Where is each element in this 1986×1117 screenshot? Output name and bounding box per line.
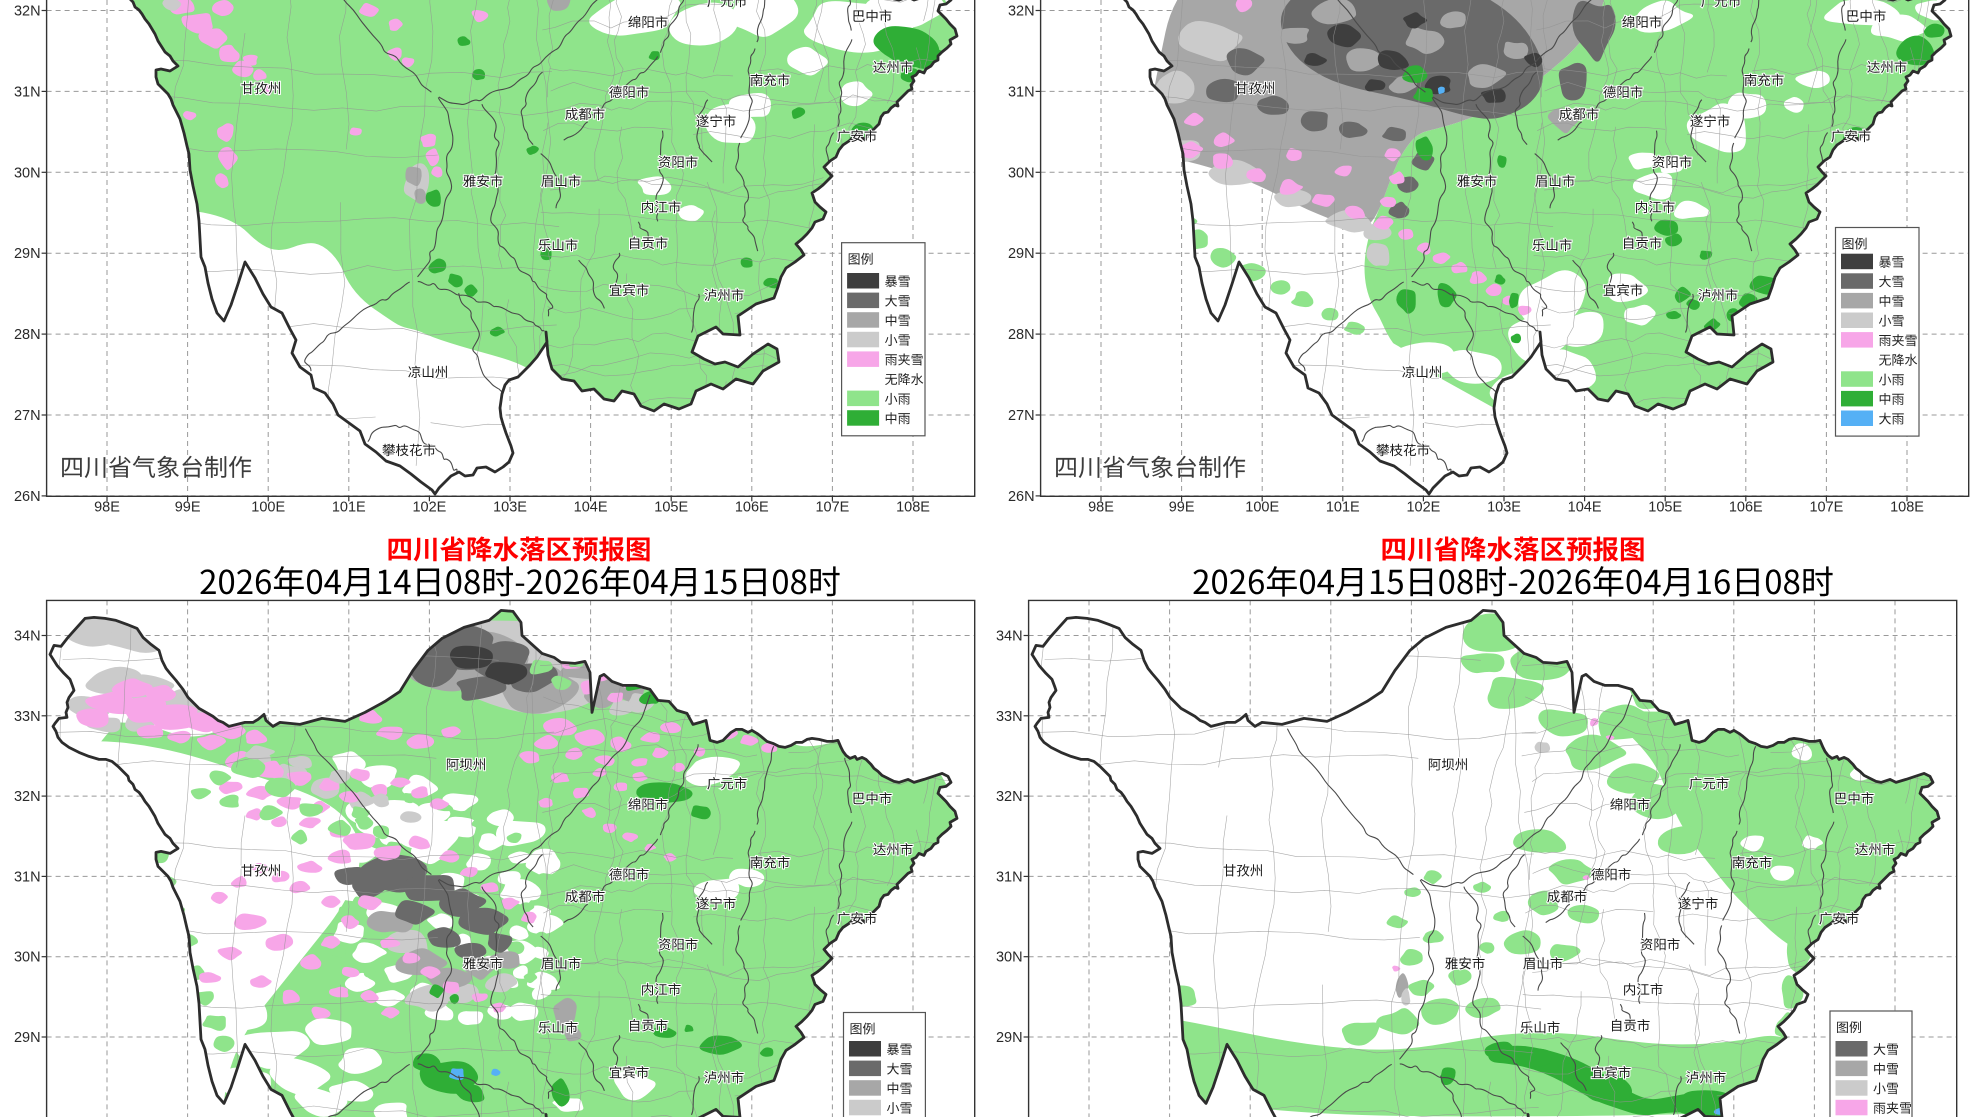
svg-text:29N: 29N <box>1008 246 1035 262</box>
svg-text:26N: 26N <box>14 489 41 505</box>
svg-text:104E: 104E <box>574 499 608 515</box>
svg-text:101E: 101E <box>332 499 366 515</box>
svg-text:100E: 100E <box>251 499 285 515</box>
svg-text:107E: 107E <box>1809 499 1843 515</box>
svg-text:32N: 32N <box>996 789 1023 805</box>
svg-text:33N: 33N <box>996 709 1023 725</box>
svg-text:30N: 30N <box>996 950 1023 966</box>
svg-text:26N: 26N <box>1008 489 1035 505</box>
svg-text:31N: 31N <box>14 869 41 885</box>
svg-text:29N: 29N <box>14 246 41 262</box>
svg-text:104E: 104E <box>1568 499 1602 515</box>
svg-text:34N: 34N <box>996 629 1023 645</box>
svg-text:31N: 31N <box>14 84 41 100</box>
svg-text:32N: 32N <box>14 4 41 20</box>
svg-text:108E: 108E <box>896 499 930 515</box>
svg-text:33N: 33N <box>14 709 41 725</box>
svg-text:34N: 34N <box>14 629 41 645</box>
svg-text:32N: 32N <box>1008 4 1035 20</box>
svg-text:99E: 99E <box>1169 499 1195 515</box>
svg-text:106E: 106E <box>1729 499 1763 515</box>
svg-text:28N: 28N <box>1008 327 1035 343</box>
svg-text:105E: 105E <box>654 499 688 515</box>
svg-text:27N: 27N <box>14 408 41 424</box>
svg-text:100E: 100E <box>1245 499 1279 515</box>
svg-text:27N: 27N <box>1008 408 1035 424</box>
svg-text:98E: 98E <box>1088 499 1114 515</box>
svg-text:102E: 102E <box>1406 499 1440 515</box>
svg-text:30N: 30N <box>14 165 41 181</box>
svg-text:28N: 28N <box>14 327 41 343</box>
svg-text:98E: 98E <box>94 499 120 515</box>
svg-text:107E: 107E <box>815 499 849 515</box>
svg-text:30N: 30N <box>1008 165 1035 181</box>
svg-text:103E: 103E <box>493 499 527 515</box>
svg-text:102E: 102E <box>412 499 446 515</box>
svg-text:99E: 99E <box>175 499 201 515</box>
svg-text:101E: 101E <box>1326 499 1360 515</box>
svg-text:30N: 30N <box>14 950 41 966</box>
svg-text:105E: 105E <box>1648 499 1682 515</box>
svg-text:29N: 29N <box>996 1030 1023 1046</box>
svg-text:103E: 103E <box>1487 499 1521 515</box>
svg-text:31N: 31N <box>1008 84 1035 100</box>
svg-text:31N: 31N <box>996 869 1023 885</box>
svg-text:106E: 106E <box>735 499 769 515</box>
svg-text:32N: 32N <box>14 789 41 805</box>
svg-text:108E: 108E <box>1890 499 1924 515</box>
svg-text:29N: 29N <box>14 1030 41 1046</box>
